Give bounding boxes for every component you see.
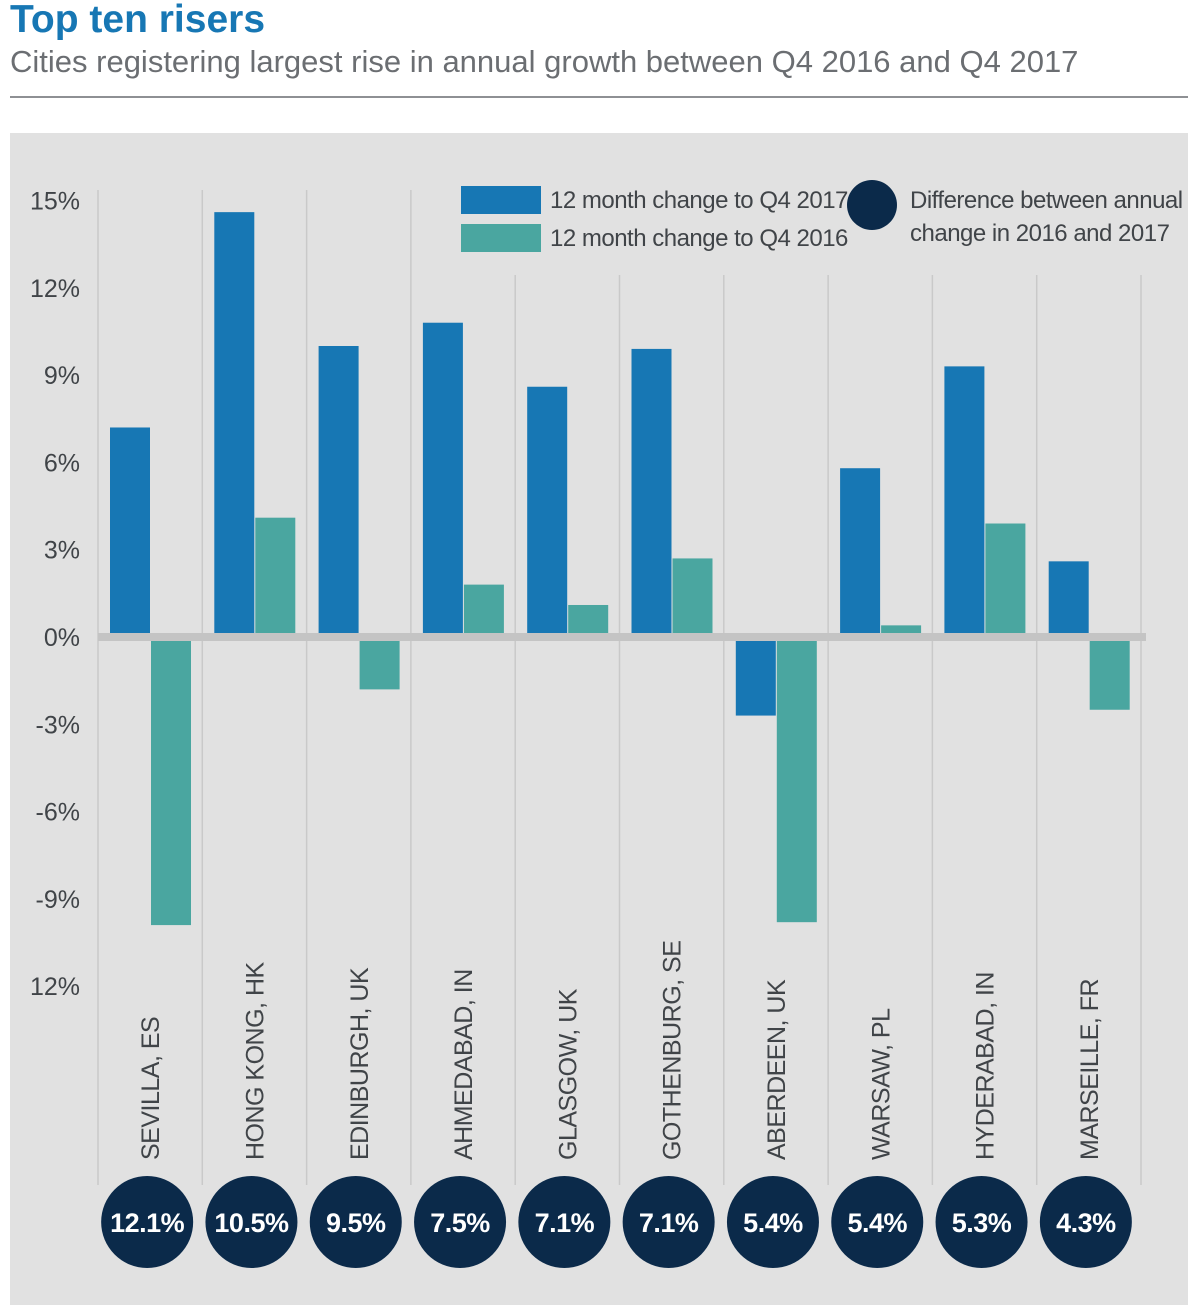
difference-label: 10.5% (214, 1208, 289, 1238)
bar-2016-warsaw-pl (881, 625, 922, 633)
y-tick-label: 12% (30, 973, 80, 1001)
difference-circle (935, 1176, 1028, 1268)
legend-label-2017: 12 month change to Q4 2017 (550, 187, 848, 214)
category-label: EDINBURGH, UK (346, 967, 374, 1160)
category-label: GLASGOW, UK (554, 988, 582, 1160)
category-label: SEVILLA, ES (137, 1017, 165, 1160)
y-tick-label: 12% (30, 275, 80, 303)
difference-label: 7.5% (430, 1208, 490, 1238)
category-label: AHMEDABAD, IN (450, 969, 478, 1160)
difference-label: 7.1% (535, 1208, 595, 1238)
legend-swatch-2016 (461, 224, 541, 252)
zero-baseline (98, 633, 1146, 641)
bar-2017-edinburgh-uk (318, 346, 359, 633)
difference-circle (101, 1176, 194, 1268)
chart-panel (10, 133, 1188, 1305)
bar-2017-sevilla-es (110, 427, 150, 633)
bar-2016-sevilla-es (151, 641, 191, 926)
category-label: HYDERABAD, IN (972, 972, 1000, 1160)
bar-2017-marseille-fr (1048, 561, 1089, 633)
category-label: GOTHENBURG, SE (659, 941, 687, 1160)
y-tick-label: 3% (44, 537, 80, 565)
bar-2016-hyderabad-in (985, 523, 1026, 633)
chart-subtitle: Cities registering largest rise in annua… (10, 44, 1079, 79)
y-tick-label: -3% (36, 711, 80, 739)
bar-2016-hong-kong-hk (255, 517, 296, 633)
bar-2017-hyderabad-in (944, 366, 985, 633)
legend-label-2016: 12 month change to Q4 2016 (550, 225, 848, 252)
difference-label: 7.1% (639, 1208, 699, 1238)
bar-2017-gothenburg-se (631, 348, 672, 633)
difference-circle (1039, 1176, 1132, 1268)
bar-2016-marseille-fr (1089, 641, 1130, 710)
y-tick-label: 15% (30, 188, 80, 216)
difference-circle (414, 1176, 507, 1268)
category-label: HONG KONG, HK (241, 961, 269, 1160)
difference-circle (309, 1176, 402, 1268)
bar-2016-glasgow-uk (568, 604, 609, 633)
y-tick-label: -9% (36, 886, 80, 914)
category-label: WARSAW, PL (867, 1008, 895, 1160)
bar-2017-ahmedabad-in (422, 322, 463, 633)
difference-circle (831, 1176, 924, 1268)
difference-circle (205, 1176, 298, 1268)
y-tick-label: -6% (36, 799, 80, 827)
difference-label: 5.3% (952, 1208, 1012, 1238)
bar-2016-edinburgh-uk (359, 641, 400, 690)
difference-circle (518, 1176, 611, 1268)
chart-title: Top ten risers (10, 0, 266, 41)
difference-label: 5.4% (743, 1208, 803, 1238)
difference-label: 5.4% (847, 1208, 907, 1238)
difference-circle (622, 1176, 715, 1268)
y-tick-label: 6% (44, 449, 80, 477)
category-label: ABERDEEN, UK (763, 979, 791, 1160)
bar-2017-hong-kong-hk (214, 212, 255, 633)
legend-swatch-2017 (461, 186, 541, 214)
difference-label: 4.3% (1056, 1208, 1116, 1238)
difference-label: 9.5% (326, 1208, 386, 1238)
category-label: MARSEILLE, FR (1076, 979, 1104, 1160)
legend-label-difference-line2: change in 2016 and 2017 (910, 220, 1170, 247)
difference-label: 12.1% (110, 1208, 185, 1238)
bar-2017-aberdeen-uk (735, 641, 776, 716)
bar-2016-aberdeen-uk (776, 641, 817, 923)
y-tick-label: 0% (44, 624, 80, 652)
bar-2017-warsaw-pl (840, 468, 881, 633)
legend-label-difference-line1: Difference between annual (910, 187, 1183, 214)
bar-2016-ahmedabad-in (463, 584, 504, 633)
y-tick-label: 9% (44, 362, 80, 390)
title-divider (10, 96, 1188, 98)
bar-2017-glasgow-uk (527, 386, 568, 633)
difference-circle (726, 1176, 819, 1268)
legend-dot-difference (847, 180, 897, 230)
bar-2016-gothenburg-se (672, 558, 713, 633)
